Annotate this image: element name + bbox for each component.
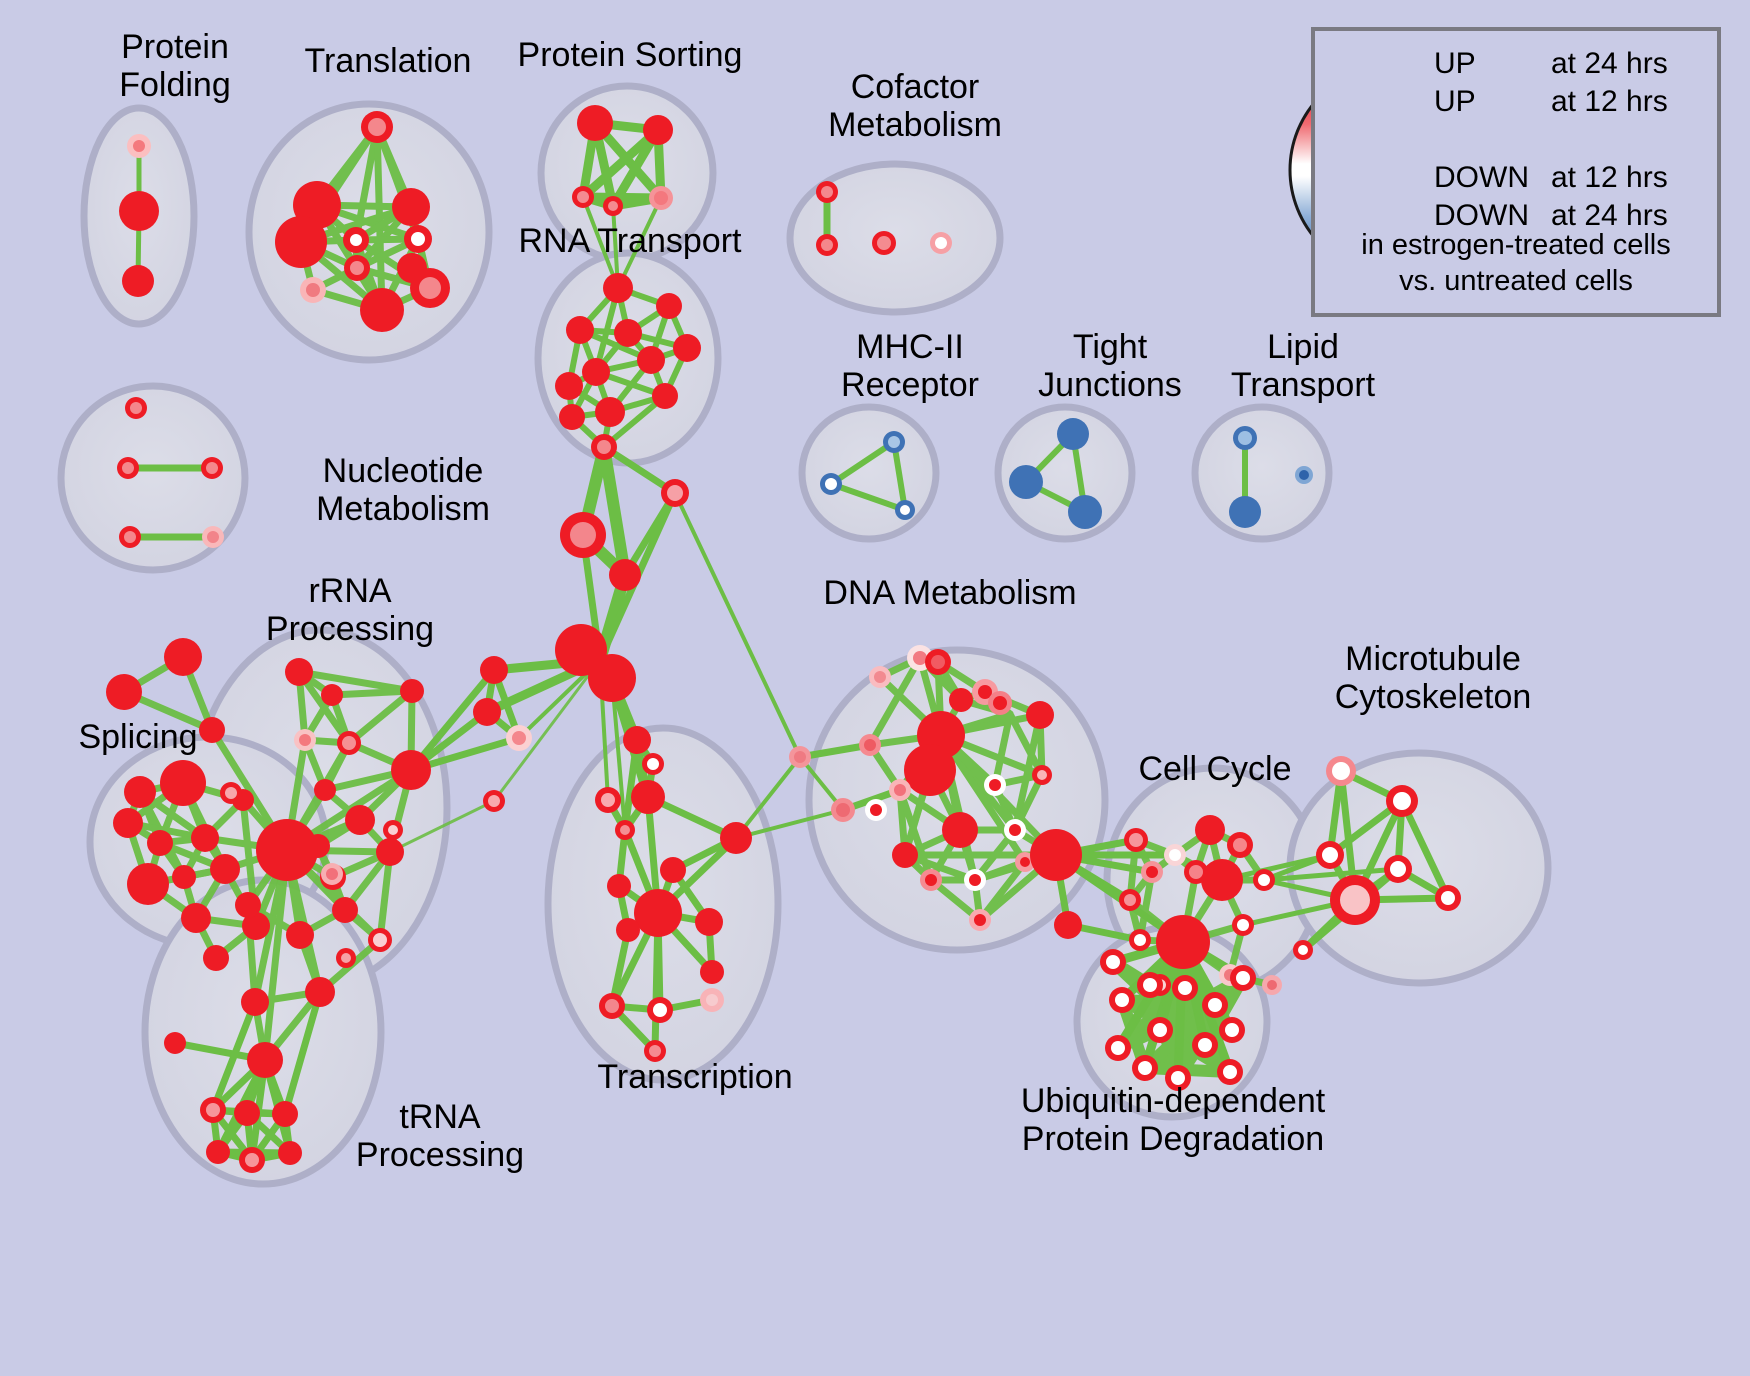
cluster-blob-lipid-transport [1191,403,1333,543]
legend-direction-down-24: DOWN [1434,199,1529,232]
legend-footer-line2: vs. untreated cells [1399,265,1633,298]
cluster-blob-cofactor-metabolism [786,160,1004,316]
cluster-blob-mhc [798,403,940,543]
cluster-blob-protein-sorting [537,82,717,264]
legend-time-up-24: at 24 hrs [1551,47,1668,80]
legend-direction-up-24: UP [1434,47,1476,80]
legend-time-down-12: at 12 hrs [1551,161,1668,194]
cluster-blob-nucleotide-metabolism [57,382,249,574]
legend-footer-line1: in estrogen-treated cells [1361,229,1671,261]
legend-time-down-24: at 24 hrs [1551,199,1668,232]
legend-time-up-12: at 12 hrs [1551,85,1668,118]
legend-panel: UP at 24 hrs UP at 12 hrs DOWN at 12 hrs… [1311,27,1721,317]
network-nodes [106,105,1461,1173]
legend-direction-up-12: UP [1434,85,1476,118]
legend-direction-down-12: DOWN [1434,161,1529,194]
legend-footer: in estrogen-treated cells vs. untreated … [1315,227,1717,300]
